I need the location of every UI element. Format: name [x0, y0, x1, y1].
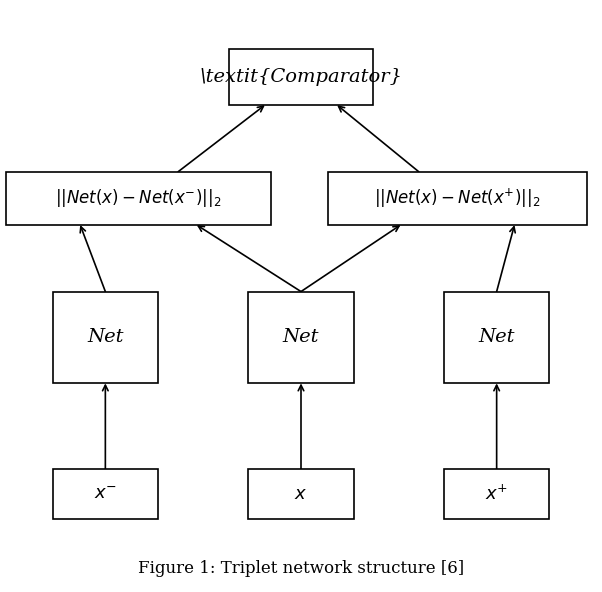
Text: Net: Net: [479, 329, 515, 346]
FancyBboxPatch shape: [229, 49, 373, 105]
FancyBboxPatch shape: [248, 291, 353, 384]
Text: $x^{+}$: $x^{+}$: [485, 485, 508, 504]
FancyBboxPatch shape: [6, 172, 271, 225]
FancyBboxPatch shape: [328, 172, 587, 225]
Text: \textit{Comparator}: \textit{Comparator}: [199, 68, 403, 86]
FancyBboxPatch shape: [444, 469, 549, 520]
Text: $x$: $x$: [294, 485, 308, 503]
Text: Figure 1: Triplet network structure [6]: Figure 1: Triplet network structure [6]: [138, 560, 464, 577]
Text: $||Net(x) - Net(x^{+})||_2$: $||Net(x) - Net(x^{+})||_2$: [374, 186, 541, 210]
FancyBboxPatch shape: [53, 469, 158, 520]
FancyBboxPatch shape: [53, 291, 158, 384]
Text: Net: Net: [87, 329, 123, 346]
Text: $x^{-}$: $x^{-}$: [94, 485, 117, 503]
FancyBboxPatch shape: [444, 291, 549, 384]
Text: Net: Net: [283, 329, 319, 346]
Text: $||Net(x) - Net(x^{-})||_2$: $||Net(x) - Net(x^{-})||_2$: [55, 187, 222, 210]
FancyBboxPatch shape: [248, 469, 353, 520]
